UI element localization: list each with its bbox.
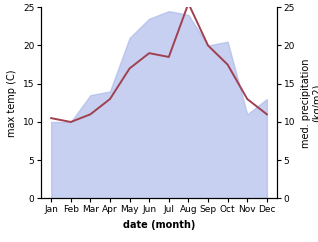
X-axis label: date (month): date (month)	[123, 220, 195, 230]
Y-axis label: max temp (C): max temp (C)	[7, 69, 17, 136]
Y-axis label: med. precipitation
(kg/m2): med. precipitation (kg/m2)	[301, 58, 318, 148]
